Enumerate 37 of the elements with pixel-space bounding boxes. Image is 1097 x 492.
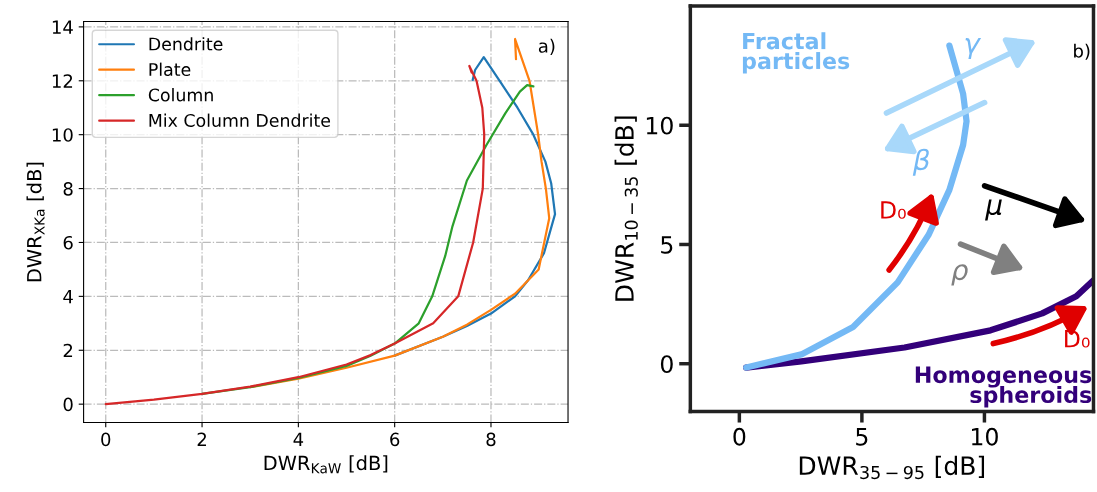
x-tick-label: 8	[486, 432, 496, 447]
y-tick-label: 0	[660, 355, 673, 374]
y-tick-label: 10	[52, 128, 73, 142]
y-tick-label: 2	[63, 343, 73, 358]
legend-label: Dendrite	[149, 37, 223, 51]
x-tick-label: 4	[293, 432, 304, 446]
y-tick-label: 10	[646, 116, 673, 135]
y-axis-title: DWR$_{XKa}$ [dB]	[26, 162, 45, 282]
y-tick-label: 8	[63, 182, 73, 196]
x-axis-title: DWR$_{KaW}$ [dB]	[264, 455, 388, 474]
line-series	[104, 64, 486, 406]
series-label: Homogeneous spheroids	[915, 366, 1092, 408]
annotation: D₀	[881, 201, 906, 219]
annotation: b)	[1074, 43, 1090, 60]
x-tick-label: 0	[733, 427, 746, 446]
y-axis-title: DWR$_{10−35}$ [dB]	[614, 116, 638, 301]
x-tick-label: 0	[101, 432, 111, 447]
x-tick-label: 5	[856, 428, 868, 446]
y-tick-label: 0	[63, 397, 73, 412]
y-tick-label: 5	[661, 236, 673, 254]
legend-label: Mix Column Dendrite	[149, 113, 331, 128]
x-tick-label: 10	[972, 427, 998, 446]
annotation: μ	[985, 199, 1002, 221]
text: Fractal particles	[742, 32, 850, 74]
y-tick-label: 4	[63, 290, 73, 304]
legend-label: Plate	[149, 62, 191, 77]
x-tick-label: 2	[197, 432, 206, 446]
annotation: β	[912, 148, 929, 176]
y-tick-label: 12	[52, 74, 73, 88]
y-tick-label: 6	[63, 235, 73, 250]
annotation: a)	[538, 38, 555, 55]
annotation: γ	[965, 38, 982, 60]
annotation: ρ	[951, 264, 968, 286]
legend-label: Column	[148, 88, 213, 102]
y-tick-label: 14	[52, 20, 73, 34]
x-axis-title: DWR$_{35−95}$ [dB]	[799, 455, 985, 480]
x-tick-label: 6	[390, 432, 400, 447]
